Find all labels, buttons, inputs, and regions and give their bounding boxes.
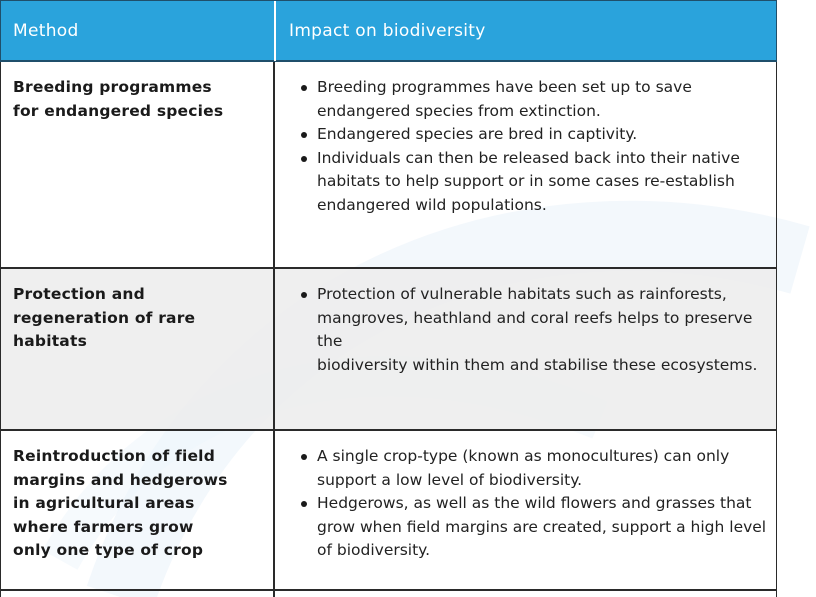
method-line: Reintroduction of field: [13, 447, 215, 465]
table-header: Method Impact on biodiversity: [0, 0, 777, 62]
impact-list: A single crop-type (known as monoculture…: [297, 445, 767, 563]
column-divider: [273, 431, 275, 597]
impact-list: Protection of vulnerable habitats such a…: [297, 283, 767, 377]
method-line: Breeding programmes: [13, 78, 212, 96]
header-method: Method: [13, 21, 79, 41]
list-item: Protection of vulnerable habitats such a…: [297, 283, 767, 354]
list-item: Endangered species are bred in captivity…: [297, 123, 767, 147]
method-line: margins and hedgerows: [13, 470, 228, 489]
method-cell: Breeding programmes for endangered speci…: [13, 76, 258, 123]
list-item: Hedgerows, as well as the wild flowers a…: [297, 492, 767, 563]
method-line: habitats: [13, 332, 88, 350]
method-line: only one type of crop: [13, 541, 204, 559]
list-item: Individuals can then be released back in…: [297, 147, 767, 218]
list-item-continuation: biodiversity within them and stabilise t…: [317, 355, 758, 374]
method-cell: Reintroduction of field margins and hedg…: [13, 445, 258, 563]
impact-list: Breeding programmes have been set up to …: [297, 76, 767, 217]
header-divider: [274, 1, 276, 61]
list-item: Breeding programmes have been set up to …: [297, 76, 767, 123]
table-row: Reintroduction of field margins and hedg…: [0, 431, 777, 597]
column-divider: [273, 62, 275, 267]
column-divider: [273, 269, 275, 429]
table-row: Breeding programmes for endangered speci…: [0, 62, 777, 269]
method-line: regeneration of rare: [13, 308, 196, 327]
table-row: Protection and regeneration of rare habi…: [0, 269, 777, 431]
row-bottom-border: [0, 589, 777, 591]
header-impact: Impact on biodiversity: [289, 21, 486, 41]
list-item: A single crop-type (known as monoculture…: [297, 445, 767, 492]
method-line: for endangered species: [13, 101, 224, 120]
method-line: where farmers grow: [13, 517, 194, 536]
method-line: Protection and: [13, 285, 145, 303]
method-line: in agricultural areas: [13, 494, 195, 512]
method-cell: Protection and regeneration of rare habi…: [13, 283, 258, 354]
